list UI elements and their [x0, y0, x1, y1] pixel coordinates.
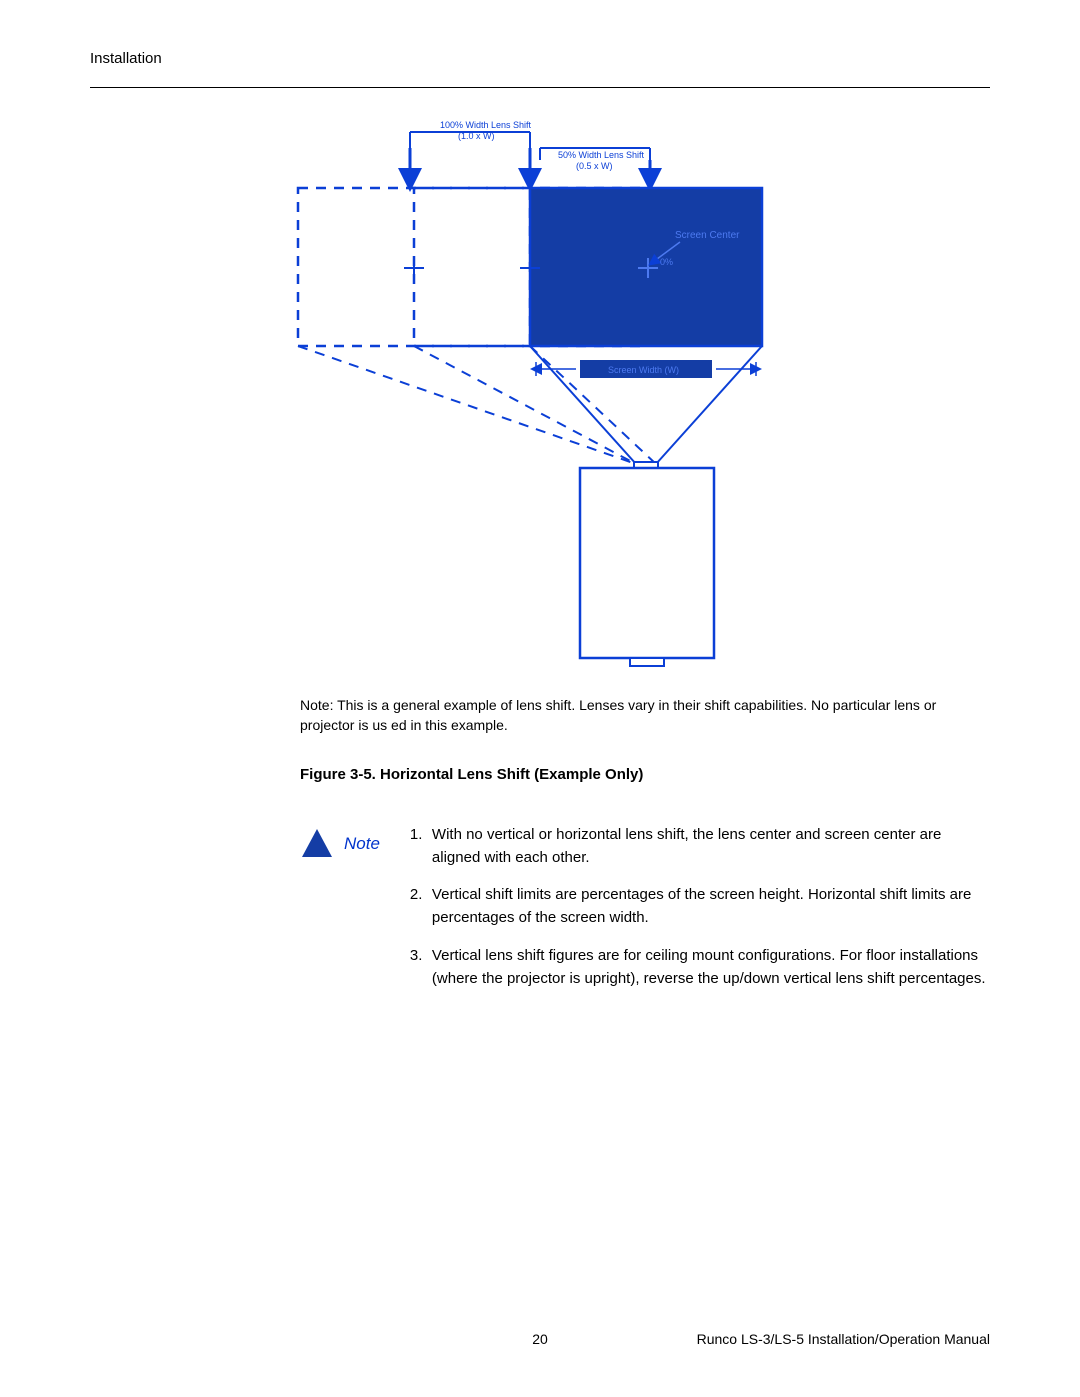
divider [90, 87, 990, 88]
note-item: 3.Vertical lens shift figures are for ce… [410, 944, 990, 991]
label-50-sub: (0.5 x W) [576, 161, 613, 171]
note-label: Note [344, 834, 380, 854]
page-number: 20 [532, 1331, 548, 1347]
zero-percent-label: 0% [660, 257, 673, 267]
note-triangle-icon [300, 827, 334, 861]
screen-center-label: Screen Center [675, 230, 740, 241]
notes-block: Note 1.With no vertical or horizontal le… [90, 823, 990, 1005]
label-100-sub: (1.0 x W) [458, 131, 495, 141]
diagram-note: Note: This is a general example of lens … [90, 695, 990, 736]
label-100: 100% Width Lens Shift [440, 120, 532, 130]
page-footer: 20 Runco LS-3/LS-5 Installation/Operatio… [90, 1331, 990, 1347]
screen-width-label: Screen Width (W) [608, 365, 679, 375]
page: Installation 100% Width Lens Shift (1.0 … [0, 0, 1080, 1397]
note-item: 1.With no vertical or horizontal lens sh… [410, 823, 990, 870]
section-header: Installation [90, 50, 990, 67]
lens-shift-diagram: 100% Width Lens Shift (1.0 x W) 50% Widt… [280, 118, 800, 683]
note-item: 2.Vertical shift limits are percentages … [410, 883, 990, 930]
notes-list: 1.With no vertical or horizontal lens sh… [410, 823, 990, 1005]
figure-title: Figure 3-5. Horizontal Lens Shift (Examp… [90, 766, 990, 783]
label-50: 50% Width Lens Shift [558, 150, 645, 160]
manual-title: Runco LS-3/LS-5 Installation/Operation M… [697, 1331, 990, 1347]
